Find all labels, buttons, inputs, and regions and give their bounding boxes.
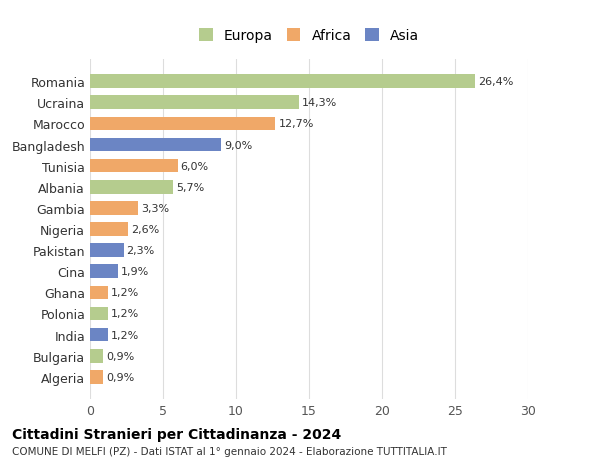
Bar <box>90 349 103 363</box>
Bar <box>90 328 107 342</box>
Text: 1,2%: 1,2% <box>110 330 139 340</box>
Text: COMUNE DI MELFI (PZ) - Dati ISTAT al 1° gennaio 2024 - Elaborazione TUTTITALIA.I: COMUNE DI MELFI (PZ) - Dati ISTAT al 1° … <box>12 447 447 456</box>
Text: 1,2%: 1,2% <box>110 288 139 298</box>
Bar <box>90 265 118 279</box>
Bar <box>90 117 275 131</box>
Text: 12,7%: 12,7% <box>278 119 314 129</box>
Text: 1,2%: 1,2% <box>110 309 139 319</box>
Text: 14,3%: 14,3% <box>302 98 337 108</box>
Text: 26,4%: 26,4% <box>478 77 514 87</box>
Bar <box>90 307 107 321</box>
Bar <box>90 180 173 194</box>
Text: 1,9%: 1,9% <box>121 267 149 277</box>
Bar <box>90 96 299 110</box>
Text: 9,0%: 9,0% <box>224 140 253 150</box>
Bar <box>90 286 107 300</box>
Bar <box>90 370 103 384</box>
Bar <box>90 159 178 173</box>
Text: 2,3%: 2,3% <box>127 246 155 256</box>
Bar <box>90 244 124 257</box>
Text: 2,6%: 2,6% <box>131 224 159 235</box>
Text: 3,3%: 3,3% <box>141 203 169 213</box>
Text: 0,9%: 0,9% <box>106 372 134 382</box>
Text: 5,7%: 5,7% <box>176 182 205 192</box>
Text: 0,9%: 0,9% <box>106 351 134 361</box>
Bar <box>90 75 475 89</box>
Bar <box>90 223 128 236</box>
Bar <box>90 202 138 215</box>
Text: Cittadini Stranieri per Cittadinanza - 2024: Cittadini Stranieri per Cittadinanza - 2… <box>12 427 341 442</box>
Bar <box>90 138 221 152</box>
Legend: Europa, Africa, Asia: Europa, Africa, Asia <box>191 22 427 50</box>
Text: 6,0%: 6,0% <box>181 161 209 171</box>
